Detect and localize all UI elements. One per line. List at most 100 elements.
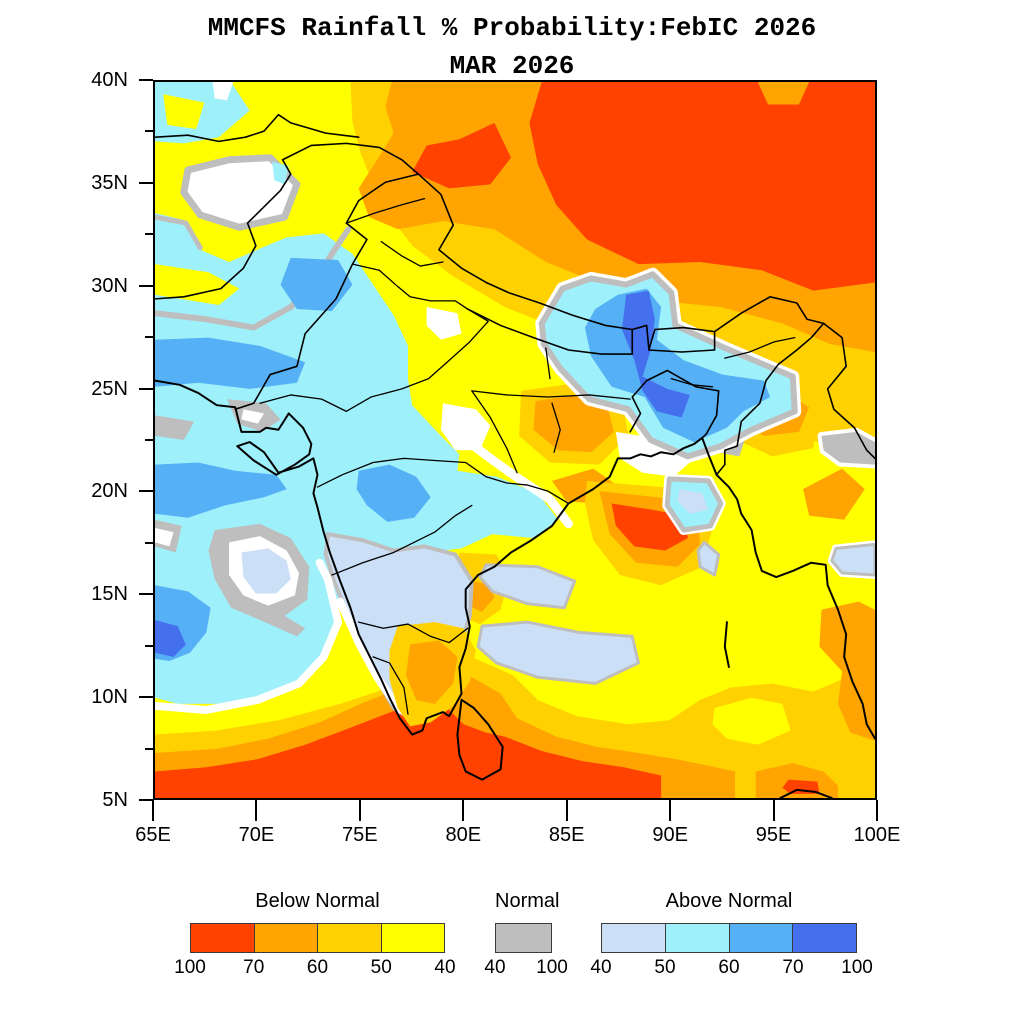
x-axis-tick-label: 75E (342, 824, 378, 846)
y-axis-minor-tick (145, 233, 153, 236)
contour-region-orange-thai-strip (819, 601, 875, 741)
y-axis-tick-label: 20N (91, 480, 128, 503)
boundary-coastline-india (155, 379, 632, 736)
legend-tick-label-above-normal: 70 (782, 957, 804, 978)
x-axis-tick (876, 800, 878, 821)
y-axis-tick-label: 5N (102, 789, 128, 811)
map-plot-area (153, 80, 877, 800)
boundary-sri-lanka (456, 698, 504, 781)
legend-cell-above-normal (729, 924, 794, 952)
y-axis-tick-label: 15N (91, 583, 128, 606)
contour-region-blue-maharashtra (356, 464, 431, 522)
contour-region-red-karakoram (412, 122, 511, 189)
y-axis-tick (139, 387, 153, 390)
contour-region-yellow-in-gold-se (712, 697, 791, 745)
contour-region-white-left-edge (155, 528, 174, 547)
contour-region-white-sw-band (155, 558, 343, 714)
boundary-state-himachal (380, 240, 444, 267)
contour-region-pale-bay-2 (476, 620, 640, 685)
contour-region-white-central-diag (459, 433, 573, 529)
legend-tick-label-below-normal: 40 (434, 957, 456, 978)
boundary-state-punjab-band (351, 263, 469, 310)
legend-cell-above-normal (602, 924, 666, 952)
x-axis-tick (255, 800, 258, 821)
x-axis-tick (152, 800, 154, 821)
contour-region-pale-bay-1 (478, 563, 577, 610)
x-axis-tick-label: 70E (238, 824, 275, 846)
contour-region-ne-blob-royal (622, 290, 690, 418)
x-axis-tick (669, 800, 672, 821)
contour-region-orange-top-notch (757, 82, 810, 105)
legend-tick-label-below-normal: 100 (174, 957, 206, 978)
y-axis-minor-tick (145, 130, 153, 133)
y-axis-tick (139, 490, 153, 493)
boundary-border-bangladesh (629, 369, 720, 439)
y-axis-tick-label: 40N (91, 69, 128, 91)
legend-tick-label-below-normal: 60 (306, 957, 329, 978)
x-axis-tick (565, 800, 568, 821)
boundary-border-nepal-south (466, 308, 634, 355)
boundary-state-bihar-up (545, 347, 551, 380)
contour-region-gray-nw-band (155, 226, 352, 331)
chart-subtitle: MAR 2026 (449, 51, 575, 81)
contour-region-cyan-nw-spot (272, 161, 289, 185)
chart-title: MMCFS Rainfall % Probability:FebIC 2026 (207, 13, 817, 43)
x-axis-tick-label: 90E (652, 824, 688, 846)
legend-colorbar-below-normal (190, 923, 445, 953)
x-axis-tick-label: 65E (135, 824, 171, 846)
contour-region-blue-punjab (280, 257, 353, 312)
contour-region-yellow-nw-blob-1 (155, 264, 240, 305)
legend-cell-below-normal (191, 924, 255, 952)
boundary-state-karnataka-north (331, 504, 473, 576)
legend-title-normal: Normal (495, 890, 560, 912)
legend-tick-label-below-normal: 70 (243, 957, 265, 978)
boundary-border-india-myanmar (715, 322, 825, 476)
legend-tick-label-normal: 100 (536, 957, 568, 978)
legend-cell-below-normal (254, 924, 318, 952)
y-axis-tick-label: 35N (91, 171, 128, 194)
contour-region-blue-low-band (155, 462, 287, 518)
x-axis-tick-label: 100E (853, 824, 901, 846)
x-axis-tick (772, 800, 775, 821)
legend-cell-above-normal (665, 924, 730, 952)
contour-region-yellow-tl-blob (163, 94, 205, 130)
y-axis-tick (139, 79, 153, 81)
boundary-state-ap-tn (358, 621, 469, 644)
legend-tick-label-below-normal: 50 (370, 957, 392, 978)
y-axis-tick (139, 181, 153, 184)
legend-cell-below-normal (318, 924, 382, 952)
contour-region-pale-sea-core (241, 548, 291, 594)
legend-tick-label-normal: 40 (484, 957, 506, 978)
y-axis-tick (139, 799, 153, 801)
contour-region-royal-arabian (155, 619, 186, 657)
boundary-andaman (723, 621, 730, 669)
boundary-border-india-pakistan (234, 173, 420, 411)
y-axis-minor-tick (145, 336, 153, 339)
y-axis-tick-label: 10N (91, 686, 128, 709)
boundary-coastline-sumatra (779, 788, 833, 798)
contour-region-gray-nw-band-2 (155, 214, 203, 251)
y-axis-minor-tick (145, 747, 153, 750)
x-axis-tick-label: 95E (755, 824, 792, 846)
contour-region-gray-left-edge-2 (155, 415, 195, 440)
legend-cell-above-normal (793, 924, 856, 952)
contour-region-orange-tamilnadu (406, 640, 458, 704)
boundary-state-maha-north (316, 457, 570, 505)
boundary-state-meghalaya (670, 377, 714, 388)
contour-region-red-tibet-mass (529, 82, 875, 291)
legend-tick-label-above-normal: 50 (654, 957, 676, 978)
legend-tick-label-above-normal: 40 (590, 957, 612, 978)
contour-region-pale-east-sliver (830, 542, 875, 577)
boundary-state-assam-arunachal (724, 337, 796, 359)
boundary-border-arunachal-china (713, 296, 875, 460)
legend-tick-label-above-normal: 60 (718, 957, 740, 978)
legend-tick-label-above-normal: 100 (841, 957, 873, 978)
y-axis-tick-label: 25N (91, 377, 128, 400)
boundary-state-up-bihar-wb (471, 390, 631, 400)
legend-cell-below-normal (381, 924, 444, 952)
contour-region-blue-west-band (155, 337, 306, 389)
contour-region-white-kutch-spot (241, 409, 264, 424)
y-axis-tick (139, 696, 153, 699)
contour-region-pale-coast-core (677, 489, 709, 514)
boundary-state-raj-up (259, 308, 489, 413)
